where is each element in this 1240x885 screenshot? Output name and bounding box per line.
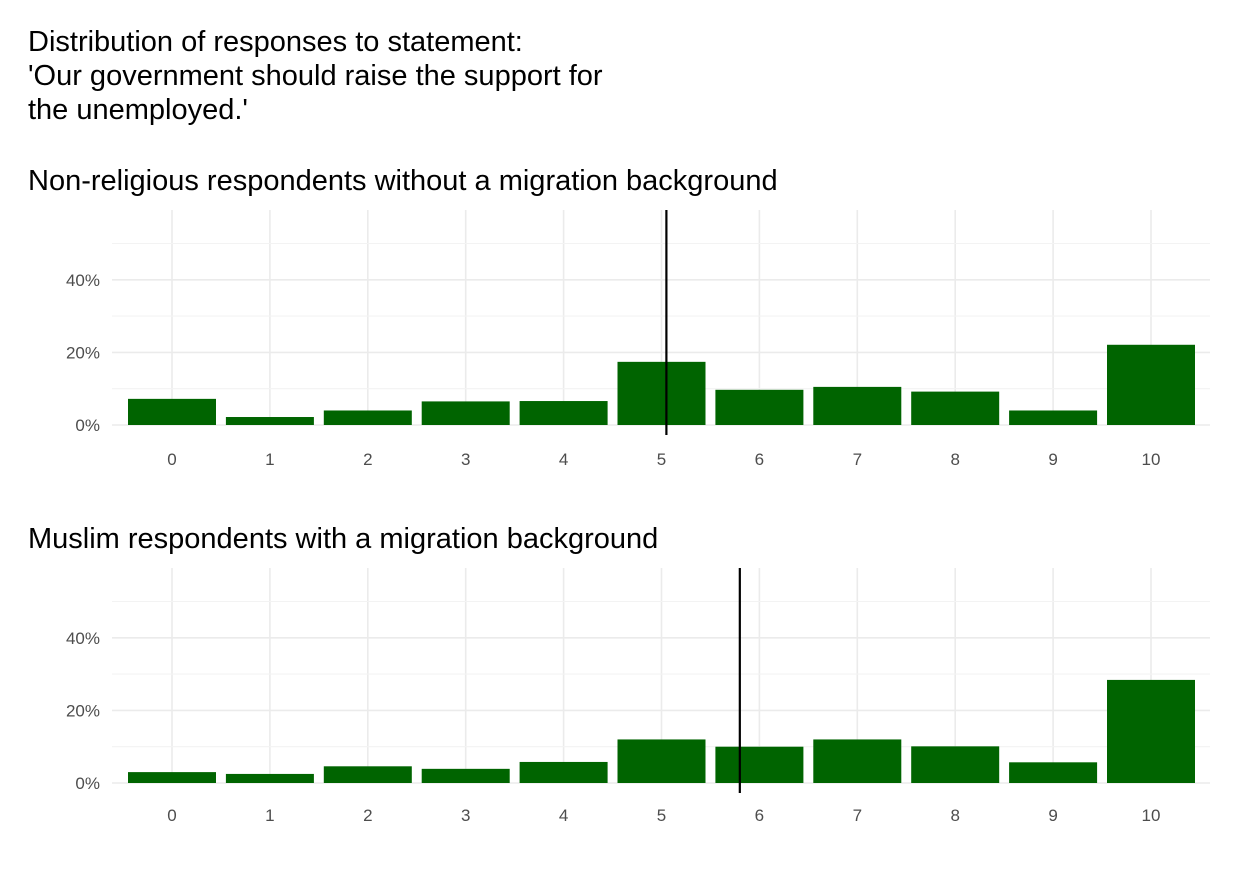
panel-title-muslim: Muslim respondents with a migration back… — [28, 523, 658, 555]
x-tick-label: 2 — [363, 806, 372, 825]
bar-1 — [225, 773, 314, 783]
bar-6 — [715, 746, 804, 783]
panel-muslim: Muslim respondents with a migration back… — [28, 523, 1210, 825]
x-tick-label: 5 — [657, 450, 666, 469]
x-tick-label: 0 — [167, 450, 176, 469]
bar-10 — [1107, 344, 1195, 425]
x-axis-labels: 0 1 2 3 4 5 6 7 8 9 10 — [167, 806, 1160, 825]
bar-6 — [715, 389, 804, 425]
y-tick-label: 40% — [66, 629, 100, 648]
x-tick-label: 6 — [755, 450, 764, 469]
bar-4 — [519, 401, 608, 425]
y-tick-label: 40% — [66, 271, 100, 290]
chart-title: Distribution of responses to statement: … — [28, 26, 603, 126]
chart-title-line-3: the unemployed.' — [28, 94, 248, 126]
bar-3 — [421, 768, 510, 783]
panel-bars — [128, 344, 1195, 425]
x-tick-label: 4 — [559, 806, 568, 825]
bar-9 — [1009, 762, 1098, 783]
x-tick-label: 7 — [853, 806, 862, 825]
x-tick-label: 10 — [1142, 806, 1161, 825]
y-axis-labels: 0% 20% 40% — [66, 629, 100, 793]
bar-8 — [911, 746, 1000, 783]
x-axis-labels: 0 1 2 3 4 5 6 7 8 9 10 — [167, 450, 1160, 469]
y-tick-label: 0% — [75, 416, 100, 435]
x-tick-label: 4 — [559, 450, 568, 469]
x-tick-label: 0 — [167, 806, 176, 825]
x-tick-label: 6 — [755, 806, 764, 825]
bar-7 — [813, 386, 902, 425]
y-axis-labels: 0% 20% 40% — [66, 271, 100, 435]
bar-5 — [617, 361, 706, 425]
bar-8 — [911, 391, 1000, 425]
panel-bars — [128, 679, 1195, 783]
x-tick-label: 10 — [1142, 450, 1161, 469]
x-tick-label: 9 — [1048, 806, 1057, 825]
panel-non-religious: Non-religious respondents without a migr… — [28, 165, 1210, 469]
x-tick-label: 8 — [950, 806, 959, 825]
chart-title-line-1: Distribution of responses to statement: — [28, 26, 523, 58]
bar-10 — [1107, 679, 1195, 783]
chart-title-line-2: 'Our government should raise the support… — [28, 60, 603, 92]
x-tick-label: 1 — [265, 450, 274, 469]
x-tick-label: 5 — [657, 806, 666, 825]
y-tick-label: 20% — [66, 343, 100, 362]
bar-7 — [813, 739, 902, 783]
bar-0 — [128, 398, 216, 425]
x-tick-label: 8 — [950, 450, 959, 469]
bar-0 — [128, 772, 216, 783]
x-tick-label: 9 — [1048, 450, 1057, 469]
bar-9 — [1009, 410, 1098, 425]
x-tick-label: 1 — [265, 806, 274, 825]
bar-5 — [617, 739, 706, 783]
bar-1 — [225, 417, 314, 425]
y-tick-label: 20% — [66, 701, 100, 720]
panel-title-non-religious: Non-religious respondents without a migr… — [28, 165, 778, 197]
bar-2 — [323, 766, 412, 783]
x-tick-label: 7 — [853, 450, 862, 469]
bar-2 — [323, 410, 412, 425]
x-tick-label: 2 — [363, 450, 372, 469]
bar-3 — [421, 401, 510, 425]
x-tick-label: 3 — [461, 450, 470, 469]
y-tick-label: 0% — [75, 774, 100, 793]
bar-4 — [519, 761, 608, 783]
x-tick-label: 3 — [461, 806, 470, 825]
